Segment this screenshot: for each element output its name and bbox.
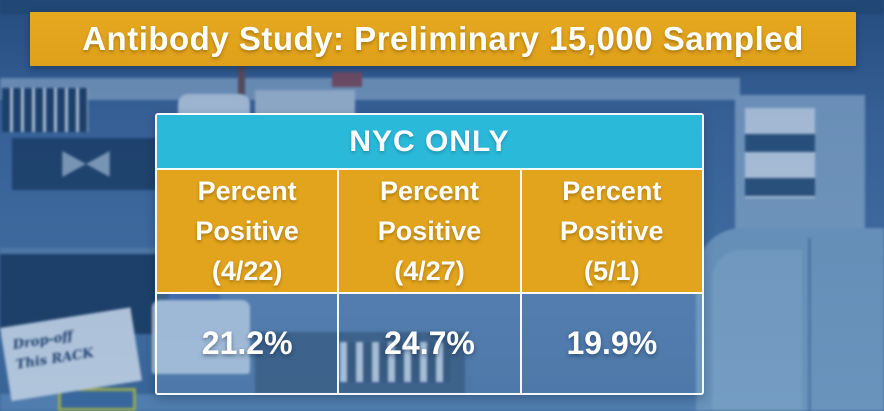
shelf-post: [238, 60, 245, 100]
yellow-rim-tray: [58, 388, 136, 411]
bucket: [152, 300, 250, 374]
photo-top-strip: [0, 0, 884, 14]
column-4-27: Percent Positive (4/27) 24.7%: [337, 170, 520, 393]
column-value: 21.2%: [157, 294, 338, 393]
column-header: Percent Positive (5/1): [521, 170, 702, 294]
column-date: (5/1): [584, 256, 640, 286]
column-date: (4/27): [394, 256, 465, 286]
shelf: [0, 78, 740, 100]
column-value: 24.7%: [339, 294, 520, 393]
column-5-1: Percent Positive (5/1) 19.9%: [519, 170, 702, 393]
column-date: (4/22): [211, 256, 283, 286]
analyzer-shelf-items: [745, 108, 815, 198]
column-4-22: Percent Positive (4/22) 21.2%: [157, 170, 338, 393]
printer-slots: [340, 342, 450, 382]
column-header: Percent Positive (4/27): [339, 170, 520, 294]
analyzer-seam: [808, 238, 811, 411]
title-banner: Antibody Study: Preliminary 15,000 Sampl…: [30, 12, 856, 66]
table-columns: Percent Positive (4/22) 21.2% Percent Po…: [157, 170, 702, 393]
antibody-data-table: NYC ONLY Percent Positive (4/22) 21.2% P…: [155, 113, 704, 395]
column-label: Percent Positive: [560, 176, 664, 246]
column-header: Percent Positive (4/22): [157, 170, 338, 294]
title-text: Antibody Study: Preliminary 15,000 Sampl…: [82, 20, 804, 57]
equipment-box: [12, 138, 160, 190]
analyzer-highlight: [712, 250, 802, 410]
table-header: NYC ONLY: [157, 115, 702, 170]
column-value: 19.9%: [521, 294, 702, 393]
column-label: Percent Positive: [195, 176, 299, 246]
lab-bench: [0, 394, 884, 411]
red-box: [332, 72, 362, 87]
binder-stack: [2, 88, 88, 132]
column-label: Percent Positive: [377, 176, 482, 246]
